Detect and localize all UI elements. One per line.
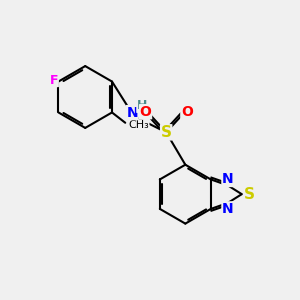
Text: O: O: [181, 105, 193, 119]
Text: F: F: [50, 74, 58, 87]
Text: N: N: [127, 106, 138, 120]
Text: O: O: [140, 105, 152, 119]
Text: H: H: [137, 99, 147, 112]
Text: N: N: [222, 202, 234, 216]
Text: CH₃: CH₃: [128, 120, 149, 130]
Text: S: S: [244, 187, 255, 202]
Text: S: S: [161, 125, 172, 140]
Text: N: N: [222, 172, 234, 186]
